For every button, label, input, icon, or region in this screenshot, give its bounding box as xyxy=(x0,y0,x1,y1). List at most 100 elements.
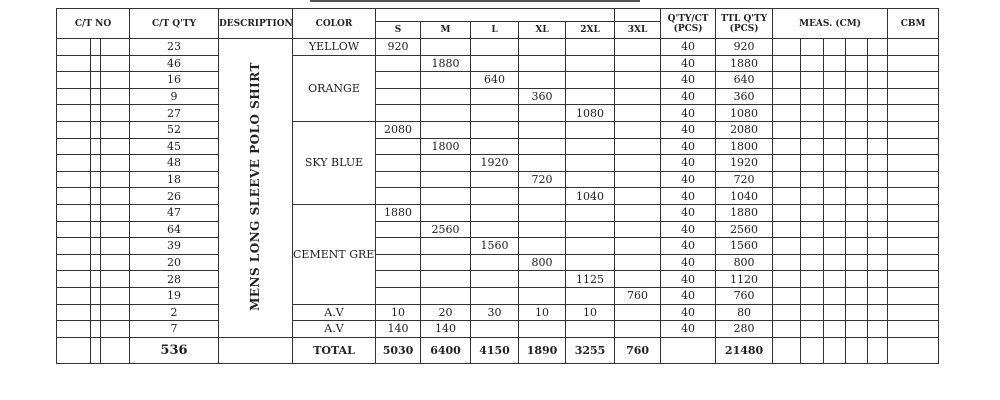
meas-cell xyxy=(772,220,802,239)
ttl-qty-cell: 1080 xyxy=(715,104,774,122)
meas-cell xyxy=(867,220,889,239)
ct-qty-cell: 28 xyxy=(129,270,219,288)
meas-cell xyxy=(800,38,825,56)
qty-per-ct-cell: 40 xyxy=(660,303,717,322)
ct-no-cell xyxy=(100,320,130,338)
color-cell: ORANGE xyxy=(292,54,376,122)
table-row: 52 SKY BLUE 2080 40 2080 xyxy=(56,120,940,205)
ct-no-cell xyxy=(100,137,130,156)
header-size-2xl: 2XL xyxy=(564,21,616,39)
ct-no-cell xyxy=(100,38,130,56)
meas-cell xyxy=(867,170,889,189)
qty-per-ct-cell: 40 xyxy=(660,170,717,189)
ct-qty-cell: 39 xyxy=(129,237,219,255)
ct-qty-cell: 45 xyxy=(129,137,219,156)
size-qty-cell: 20 xyxy=(420,303,471,322)
header-ct-qty: C/T Q'TY xyxy=(129,8,219,39)
cbm-cell xyxy=(887,71,940,89)
ct-no-cell xyxy=(56,120,91,139)
header-cbm: CBM xyxy=(887,8,940,39)
cbm-cell xyxy=(887,38,940,56)
ct-no-cell xyxy=(90,137,101,156)
size-qty-cell xyxy=(375,253,421,272)
header-qty-per-ct-line2: (PCS) xyxy=(673,23,703,34)
size-qty-cell xyxy=(614,87,662,106)
meas-cell xyxy=(772,170,802,189)
size-qty-cell xyxy=(518,286,566,305)
meas-cell xyxy=(772,320,802,338)
size-qty-cell xyxy=(518,187,566,205)
description-cell xyxy=(218,336,293,364)
total-ttl-qty: 21480 xyxy=(715,336,774,364)
size-qty-cell xyxy=(614,71,662,89)
size-qty-cell xyxy=(614,270,662,288)
qty-per-ct-cell: 40 xyxy=(660,154,717,172)
ttl-qty-cell: 760 xyxy=(715,286,774,305)
total-size-qty: 1890 xyxy=(518,336,566,364)
header-ttl-qty: TTL Q'TY (PCS) xyxy=(715,8,774,39)
header-size-blank xyxy=(614,8,662,22)
meas-cell xyxy=(845,54,869,73)
size-qty-cell xyxy=(614,38,662,56)
ct-no-cell xyxy=(90,320,101,338)
size-qty-cell xyxy=(470,187,519,205)
ttl-qty-cell: 80 xyxy=(715,303,774,322)
table-row: 23 MENS LONG SLEEVE POLO SHIRT YELLOW 920 40… xyxy=(56,38,940,338)
size-qty-cell xyxy=(564,203,616,222)
meas-cell xyxy=(867,320,889,338)
size-qty-cell xyxy=(470,203,519,222)
size-qty-cell xyxy=(518,203,566,222)
ttl-qty-cell: 1560 xyxy=(715,237,774,255)
header-size-s: S xyxy=(375,21,421,39)
table-row: 45 1800 40 1800 xyxy=(56,137,940,156)
meas-cell xyxy=(772,336,802,364)
size-qty-cell xyxy=(614,220,662,239)
size-qty-cell xyxy=(564,170,616,189)
size-qty-cell: 1560 xyxy=(470,237,519,255)
meas-cell xyxy=(867,286,889,305)
total-size-qty: 3255 xyxy=(564,336,616,364)
cbm-cell xyxy=(887,270,940,288)
size-qty-cell xyxy=(518,154,566,172)
size-qty-cell xyxy=(470,286,519,305)
qty-per-ct-cell: 40 xyxy=(660,187,717,205)
ct-no-cell xyxy=(100,270,130,288)
meas-cell xyxy=(845,154,869,172)
ct-no-cell xyxy=(100,54,130,73)
size-qty-cell: 1800 xyxy=(420,137,471,156)
total-size-qty: 760 xyxy=(614,336,662,364)
meas-cell xyxy=(823,270,847,288)
size-qty-cell xyxy=(614,54,662,73)
size-qty-cell: 140 xyxy=(375,320,421,338)
meas-cell xyxy=(823,220,847,239)
cbm-cell xyxy=(887,203,940,222)
table-row: 27 1080 40 1080 xyxy=(56,104,940,122)
meas-cell xyxy=(772,303,802,322)
meas-cell xyxy=(772,286,802,305)
total-qty-per-ct xyxy=(660,336,717,364)
table-row: 48 1920 40 1920 xyxy=(56,154,940,172)
header-size-xl: XL xyxy=(518,21,566,39)
meas-cell xyxy=(867,253,889,272)
ct-no-cell xyxy=(56,154,91,172)
cbm-cell xyxy=(887,303,940,322)
ct-no-cell xyxy=(56,87,91,106)
qty-per-ct-cell: 40 xyxy=(660,54,717,73)
table-row: 18 720 40 720 xyxy=(56,170,940,189)
size-qty-cell xyxy=(375,237,421,255)
size-qty-cell xyxy=(420,38,471,56)
ct-no-cell xyxy=(90,237,101,255)
meas-cell xyxy=(823,203,847,222)
ct-qty-cell: 9 xyxy=(129,87,219,106)
meas-cell xyxy=(867,87,889,106)
table-row: 2 A.V 10 20 30 10 10 40 80 xyxy=(56,303,940,322)
total-size-qty: 6400 xyxy=(420,336,471,364)
ct-qty-cell: 26 xyxy=(129,187,219,205)
table-row: 20 800 40 800 xyxy=(56,253,940,272)
size-qty-cell: 10 xyxy=(375,303,421,322)
cbm-cell xyxy=(887,286,940,305)
meas-cell xyxy=(823,170,847,189)
meas-cell xyxy=(772,71,802,89)
size-qty-cell xyxy=(375,286,421,305)
total-ct-qty: 536 xyxy=(129,336,219,364)
